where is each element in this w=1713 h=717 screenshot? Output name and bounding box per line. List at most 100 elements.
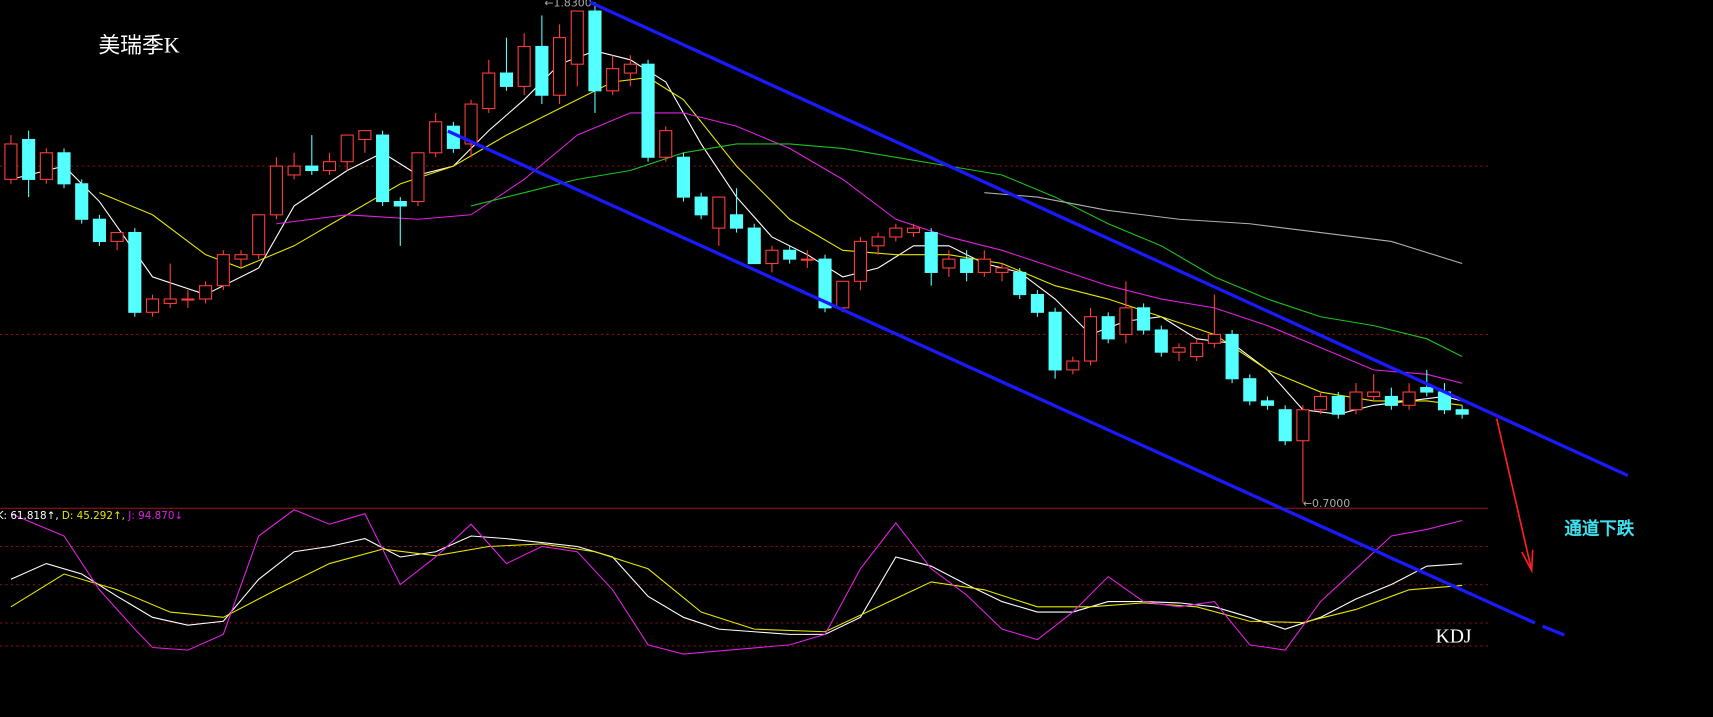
candle-body	[429, 121, 443, 154]
candle-body	[376, 134, 390, 203]
candle-body	[747, 227, 761, 265]
channel-lower	[447, 129, 1536, 625]
candle-body	[1367, 391, 1381, 398]
candle-body	[482, 72, 496, 110]
candle-body	[1455, 409, 1469, 415]
candle-body	[358, 130, 372, 141]
candle-body	[1066, 360, 1080, 371]
ma-line	[99, 76, 1463, 406]
channel-label: 通道下跌	[1564, 518, 1634, 539]
candle-body	[977, 258, 991, 273]
candle-body	[553, 37, 567, 96]
kdj-legend: K: 61.818↑, D: 45.292↑, J: 94.870↓	[0, 510, 183, 522]
candle-body	[252, 214, 266, 256]
candle-body	[234, 254, 248, 260]
candle-body	[853, 240, 867, 282]
candle-body	[464, 103, 478, 145]
candle-body	[924, 231, 938, 273]
candle-body	[535, 45, 549, 96]
kdj-j-label: J: 94.870↓	[127, 510, 183, 522]
candle-body	[57, 152, 71, 185]
candle-body	[1278, 409, 1292, 442]
ma-line	[984, 192, 1463, 265]
candle-body	[1384, 395, 1398, 406]
channel-upper	[589, 0, 1629, 477]
candle-body	[1119, 307, 1133, 335]
candle-body	[393, 200, 407, 207]
candle-body	[1296, 409, 1310, 442]
candle-body	[39, 152, 53, 180]
candle-body	[517, 45, 531, 87]
marks: ←1.8300 ←0.7000	[4, 0, 1469, 655]
candle-body	[889, 227, 903, 238]
trend-arrow	[1495, 418, 1533, 571]
candle-body	[1013, 271, 1027, 296]
candle-body	[1137, 307, 1151, 331]
candle-body	[1101, 316, 1115, 340]
candle-body	[1030, 294, 1044, 313]
channel-lower-dash	[1541, 624, 1566, 637]
kdj-line	[10, 509, 1463, 655]
candle-body	[322, 161, 337, 172]
kdj-line	[10, 543, 1463, 633]
candle-body	[1243, 378, 1257, 402]
candle-body	[305, 165, 319, 172]
candle-body	[216, 254, 230, 287]
candle-body	[4, 143, 18, 180]
candle-body	[1314, 395, 1328, 411]
kdj-k-label: K: 61.818↑,	[0, 510, 59, 522]
candle-body	[1331, 395, 1345, 415]
candle-body	[623, 63, 637, 74]
candle-body	[836, 280, 850, 309]
candle-body	[659, 130, 673, 158]
candle-body	[942, 258, 956, 269]
candle-body	[1207, 333, 1221, 344]
candle-body	[110, 231, 124, 242]
candle-body	[871, 236, 885, 247]
ma-line	[10, 50, 1463, 415]
candle-body	[729, 214, 744, 229]
candle-body	[269, 165, 283, 216]
candle-body	[712, 196, 726, 229]
ma-line	[276, 112, 1463, 384]
candle-body	[1048, 311, 1062, 371]
price-annotation: ←1.8300	[544, 0, 591, 10]
candle-body	[92, 218, 106, 242]
candle-body	[340, 134, 354, 163]
chart-title: 美瑞季K	[98, 33, 180, 57]
candle-body	[1154, 329, 1168, 353]
candle-body	[287, 165, 301, 176]
candle-body	[1420, 387, 1434, 393]
candle-body	[145, 298, 160, 313]
candle-body	[676, 156, 691, 198]
trend-arrowhead	[1521, 549, 1534, 574]
candle-body	[1260, 400, 1275, 406]
candle-body	[765, 249, 779, 265]
candle-body	[606, 68, 620, 92]
candle-body	[499, 72, 514, 87]
kdj-d-label: D: 45.292↑,	[62, 510, 125, 522]
candle-body	[570, 10, 584, 65]
candle-body	[199, 285, 213, 300]
candle-body	[163, 298, 177, 304]
ma-line	[470, 143, 1463, 358]
candle-body	[694, 196, 708, 216]
candle-body	[411, 152, 425, 203]
candle-body	[1172, 347, 1186, 353]
candle-body	[181, 298, 195, 301]
candle-body	[641, 63, 655, 158]
candle-body	[22, 138, 36, 180]
candle-body	[800, 258, 814, 261]
candle-body	[960, 258, 974, 273]
candle-body	[1349, 391, 1363, 411]
candle-body	[1402, 391, 1416, 406]
candle-body	[75, 183, 89, 220]
candle-body	[1190, 342, 1204, 358]
candle-body	[1225, 333, 1239, 380]
price-annotation: ←0.7000	[1303, 497, 1350, 510]
candle-body	[995, 267, 1009, 273]
candle-body	[588, 10, 602, 92]
candle-body	[783, 249, 797, 260]
